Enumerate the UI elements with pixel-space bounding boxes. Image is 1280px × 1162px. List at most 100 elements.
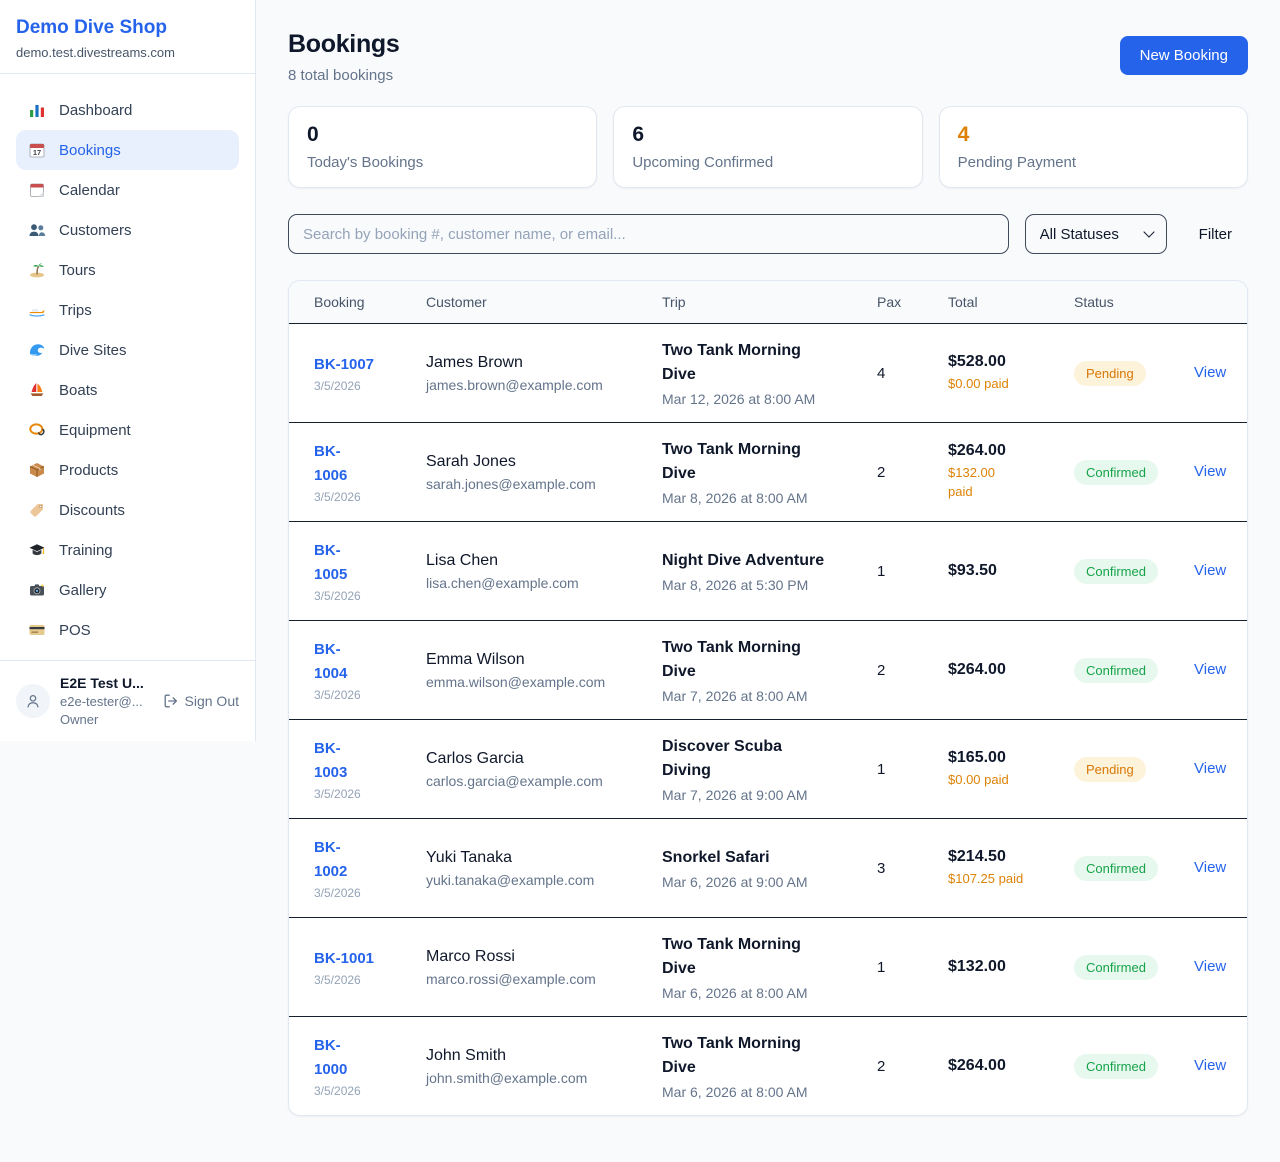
graduation-cap-icon bbox=[28, 541, 46, 559]
island-icon bbox=[28, 261, 46, 279]
column-header-status: Status bbox=[1074, 294, 1114, 310]
new-booking-button[interactable]: New Booking bbox=[1119, 36, 1248, 75]
view-link[interactable]: View bbox=[1194, 661, 1227, 678]
status-select[interactable]: All Statuses bbox=[1024, 214, 1167, 254]
customer-name: Sarah Jones bbox=[426, 452, 516, 470]
sailboat-icon bbox=[28, 381, 46, 399]
sidebar-item-pos[interactable]: POS bbox=[16, 610, 239, 650]
avatar bbox=[16, 684, 50, 718]
stat-label: Today's Bookings bbox=[307, 154, 424, 171]
booking-id-link[interactable]: BK- 1005 bbox=[314, 542, 348, 583]
trip-name: Two Tank Morning Dive bbox=[662, 936, 801, 977]
tag-icon bbox=[28, 501, 46, 519]
customer-name: Marco Rossi bbox=[426, 947, 515, 965]
column-header-customer: Customer bbox=[426, 294, 487, 310]
booking-date: 3/5/2026 bbox=[314, 1083, 361, 1098]
booking-id-link[interactable]: BK-1007 bbox=[314, 355, 375, 373]
bookings-calendar-icon: 17 bbox=[28, 141, 46, 159]
user-role: Owner bbox=[60, 712, 99, 727]
pax-count: 2 bbox=[877, 661, 886, 679]
user-section: E2E Test U... e2e-tester@... Owner Sign … bbox=[0, 660, 255, 741]
sidebar-item-trips[interactable]: Trips bbox=[16, 290, 239, 330]
stat-label: Pending Payment bbox=[957, 154, 1077, 171]
booking-date: 3/5/2026 bbox=[314, 973, 361, 988]
trip-name: Two Tank Morning Dive bbox=[662, 639, 801, 680]
customer-email: sarah.jones@example.com bbox=[426, 475, 596, 492]
stats-cards: 0 Today's Bookings 6 Upcoming Confirmed … bbox=[288, 106, 1248, 188]
trip-datetime: Mar 7, 2026 at 9:00 AM bbox=[662, 787, 808, 803]
sidebar-item-label: Discounts bbox=[59, 501, 125, 519]
stat-card-upcoming-confirmed: 6 Upcoming Confirmed bbox=[613, 106, 923, 188]
user-info: E2E Test U... e2e-tester@... Owner bbox=[60, 675, 153, 727]
paid-amount: $0.00 paid bbox=[948, 771, 1009, 787]
table-row: BK- 1002 3/5/2026 Yuki Tanaka yuki.tanak… bbox=[289, 818, 1247, 917]
pax-count: 4 bbox=[877, 364, 886, 382]
booking-id-link[interactable]: BK- 1006 bbox=[314, 443, 348, 484]
status-select-wrap: All Statuses bbox=[1024, 214, 1167, 254]
sidebar-item-calendar[interactable]: Calendar bbox=[16, 170, 239, 210]
sidebar-item-label: Trips bbox=[59, 301, 92, 319]
total-amount: $264.00 bbox=[948, 661, 1006, 678]
booking-id-link[interactable]: BK-1001 bbox=[314, 949, 375, 967]
column-header-trip: Trip bbox=[662, 294, 686, 310]
customer-name: James Brown bbox=[426, 353, 523, 371]
users-icon bbox=[28, 221, 46, 239]
view-link[interactable]: View bbox=[1194, 958, 1227, 975]
view-link[interactable]: View bbox=[1194, 1057, 1227, 1074]
sidebar-item-boats[interactable]: Boats bbox=[16, 370, 239, 410]
sign-out-button[interactable]: Sign Out bbox=[163, 693, 239, 709]
sidebar-item-label: Tours bbox=[59, 261, 96, 279]
user-email: e2e-tester@... bbox=[60, 694, 143, 709]
credit-card-icon bbox=[28, 621, 46, 639]
sidebar-item-bookings[interactable]: 17 Bookings bbox=[16, 130, 239, 170]
calendar-icon bbox=[28, 181, 46, 199]
trip-datetime: Mar 6, 2026 at 8:00 AM bbox=[662, 985, 808, 1001]
sidebar-item-dive-sites[interactable]: Dive Sites bbox=[16, 330, 239, 370]
search-input[interactable] bbox=[288, 214, 1009, 254]
status-badge: Confirmed bbox=[1074, 954, 1158, 980]
brand[interactable]: Demo Dive Shop demo.test.divestreams.com bbox=[0, 0, 255, 74]
status-badge: Confirmed bbox=[1074, 558, 1158, 584]
booking-date: 3/5/2026 bbox=[314, 379, 361, 394]
paid-amount: $132.00 paid bbox=[948, 465, 995, 499]
sidebar-item-dashboard[interactable]: Dashboard bbox=[16, 90, 239, 130]
booking-date: 3/5/2026 bbox=[314, 588, 361, 603]
sidebar-item-equipment[interactable]: Equipment bbox=[16, 410, 239, 450]
sidebar-item-label: Training bbox=[59, 541, 113, 559]
booking-id-link[interactable]: BK- 1000 bbox=[314, 1037, 348, 1078]
sidebar-item-customers[interactable]: Customers bbox=[16, 210, 239, 250]
view-link[interactable]: View bbox=[1194, 562, 1227, 579]
booking-id-link[interactable]: BK- 1003 bbox=[314, 740, 348, 781]
booking-id-link[interactable]: BK- 1002 bbox=[314, 839, 348, 880]
column-header-pax: Pax bbox=[877, 294, 902, 310]
sidebar-item-tours[interactable]: Tours bbox=[16, 250, 239, 290]
view-link[interactable]: View bbox=[1194, 859, 1227, 876]
customer-email: emma.wilson@example.com bbox=[426, 673, 606, 690]
booking-id-link[interactable]: BK- 1004 bbox=[314, 641, 348, 682]
bar-chart-icon bbox=[28, 101, 46, 119]
stat-value: 4 bbox=[957, 123, 970, 146]
customer-email: yuki.tanaka@example.com bbox=[426, 871, 595, 888]
view-link[interactable]: View bbox=[1194, 760, 1227, 777]
view-link[interactable]: View bbox=[1194, 364, 1227, 381]
pax-count: 2 bbox=[877, 463, 886, 481]
stat-card-pending-payment: 4 Pending Payment bbox=[938, 106, 1248, 188]
sidebar-item-label: Products bbox=[59, 461, 119, 479]
trip-name: Two Tank Morning Dive bbox=[662, 1035, 801, 1076]
sidebar-item-discounts[interactable]: Discounts bbox=[16, 490, 239, 530]
view-link[interactable]: View bbox=[1194, 463, 1227, 480]
sidebar-item-products[interactable]: Products bbox=[16, 450, 239, 490]
diving-mask-icon bbox=[28, 421, 46, 439]
filter-button[interactable]: Filter bbox=[1183, 226, 1248, 243]
sidebar-item-label: Equipment bbox=[59, 421, 131, 439]
trip-name: Two Tank Morning Dive bbox=[662, 441, 801, 482]
sidebar-item-label: Gallery bbox=[59, 581, 107, 599]
sidebar-item-gallery[interactable]: Gallery bbox=[16, 570, 239, 610]
sidebar-item-label: Dive Sites bbox=[59, 341, 127, 359]
sidebar-item-label: Dashboard bbox=[59, 101, 133, 119]
trip-datetime: Mar 6, 2026 at 9:00 AM bbox=[662, 874, 808, 890]
sidebar-item-training[interactable]: Training bbox=[16, 530, 239, 570]
pax-count: 3 bbox=[877, 859, 886, 877]
trip-datetime: Mar 8, 2026 at 8:00 AM bbox=[662, 490, 808, 506]
table-row: BK- 1005 3/5/2026 Lisa Chen lisa.chen@ex… bbox=[289, 521, 1247, 620]
